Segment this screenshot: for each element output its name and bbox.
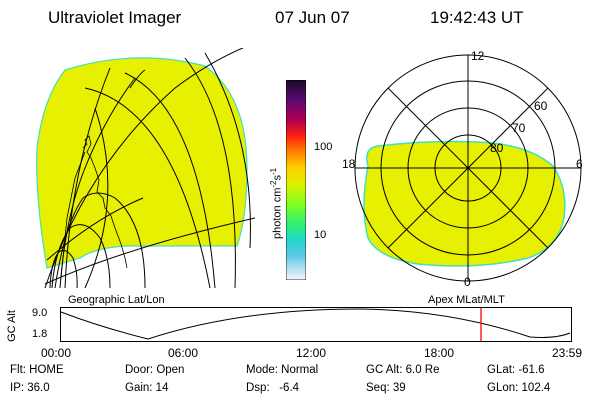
apex-label: Apex MLat/MLT <box>428 294 505 306</box>
date-label: 07 Jun 07 <box>275 8 350 27</box>
polar-label-6: 6 <box>576 157 583 171</box>
altitude-plot <box>60 307 572 342</box>
status-flt: Flt: HOME <box>10 364 64 376</box>
x-tick-0: 00:00 <box>41 346 72 360</box>
altitude-y-bottom: 1.8 <box>32 328 48 340</box>
altitude-axis-label: GC Alt <box>5 310 18 342</box>
polar-grid <box>354 54 582 282</box>
polar-emission-region <box>363 140 566 267</box>
polar-label-18: 18 <box>342 157 356 171</box>
status-mode: Mode: Normal <box>246 364 319 376</box>
coastline <box>60 135 128 279</box>
geographic-grid <box>44 48 256 288</box>
status-dsp: Dsp: -6.4 <box>246 382 300 394</box>
colorbar-tick-10: 10 <box>314 229 327 241</box>
status-seq: Seq: 39 <box>366 382 406 394</box>
status-ip: IP: 36.0 <box>10 382 50 394</box>
polar-label-0: 0 <box>464 275 471 288</box>
geographic-label: Geographic Lat/Lon <box>68 294 165 306</box>
x-tick-1: 06:00 <box>168 346 199 360</box>
polar-label-12: 12 <box>471 49 485 63</box>
polar-label-80: 80 <box>490 141 504 155</box>
colorbar <box>286 80 306 280</box>
colorbar-tick-100: 100 <box>314 141 333 153</box>
polar-label-60: 60 <box>534 99 548 113</box>
time-label: 19:42:43 UT <box>430 8 524 27</box>
status-gc-alt: GC Alt: 6.0 Re <box>366 364 440 376</box>
geographic-image <box>36 48 256 288</box>
altitude-curve <box>60 308 571 340</box>
instrument-title: Ultraviolet Imager <box>48 8 182 27</box>
status-door: Door: Open <box>125 364 185 376</box>
status-glat: GLat: -61.6 <box>487 364 545 376</box>
altitude-y-top: 9.0 <box>32 307 48 319</box>
polar-label-70: 70 <box>512 121 526 135</box>
status-gain: Gain: 14 <box>125 382 169 394</box>
polar-image: 12 18 6 0 60 70 80 <box>342 49 583 288</box>
status-glon: GLon: 102.4 <box>487 382 551 394</box>
x-tick-4: 23:59 <box>552 346 583 360</box>
x-tick-2: 12:00 <box>296 346 327 360</box>
x-tick-3: 18:00 <box>424 346 455 360</box>
geographic-emission-region <box>36 57 248 269</box>
